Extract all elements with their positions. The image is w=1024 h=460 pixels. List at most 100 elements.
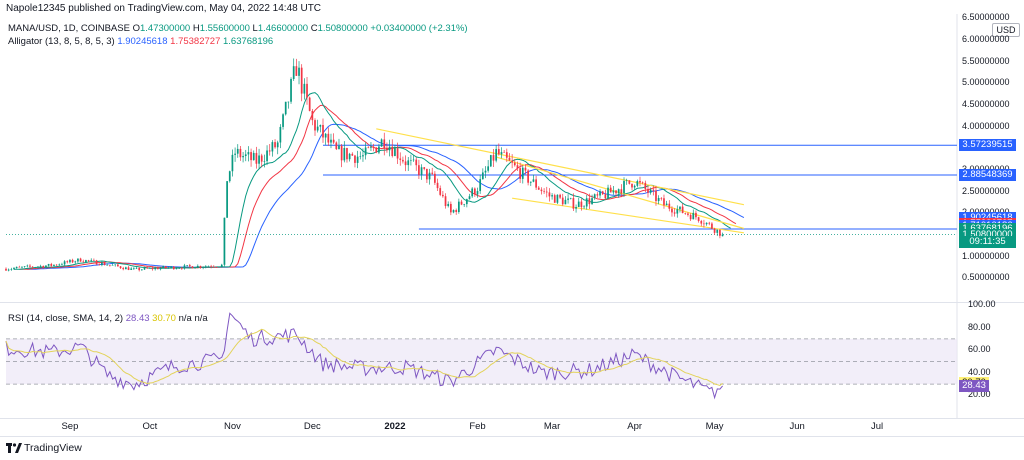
symbol-label[interactable]: MANA/USD, 1D, COINBASE — [8, 23, 130, 34]
rsi-sma-line — [5, 328, 723, 387]
candle-body — [372, 146, 375, 148]
candle-body — [63, 261, 66, 265]
candle-body — [378, 146, 380, 153]
candle-body — [223, 217, 226, 265]
candle-body — [716, 229, 719, 233]
time-tick-label: May — [705, 421, 724, 432]
candle-body — [207, 266, 210, 267]
close-value: 1.50800000 — [317, 23, 368, 34]
candle-body — [548, 192, 551, 197]
candle-body — [308, 97, 311, 111]
candle-body — [58, 264, 61, 266]
alligator-label[interactable]: Alligator (13, 8, 5, 8, 5, 3) — [8, 36, 115, 47]
candle-body — [503, 152, 506, 153]
candle-body — [271, 142, 274, 152]
candle-body — [114, 264, 117, 266]
candle-body — [186, 265, 189, 266]
candle-body — [338, 145, 340, 150]
candle-body — [287, 101, 290, 103]
candle-body — [127, 267, 130, 270]
candle-body — [370, 146, 372, 148]
trendline-3 — [512, 197, 744, 234]
candle-body — [644, 182, 647, 189]
rsi-tick-label: 20.00 — [968, 389, 991, 400]
candle-body — [647, 188, 649, 193]
candle-body — [31, 266, 34, 268]
rsi-value: 28.43 — [125, 313, 150, 324]
candle-body — [540, 189, 543, 192]
candle-body — [492, 155, 495, 161]
candle-body — [452, 210, 455, 213]
alligator-lips-line — [13, 92, 731, 270]
candle-body — [103, 262, 106, 266]
candle-body — [436, 182, 439, 189]
candle-body — [476, 191, 479, 195]
candle-body — [332, 139, 335, 143]
candle-body — [519, 168, 521, 179]
candle-body — [487, 166, 490, 171]
candle-body — [703, 223, 705, 225]
candle-body — [306, 83, 308, 98]
candle-body — [45, 265, 47, 268]
candle-body — [383, 139, 386, 149]
candle-body — [85, 260, 87, 263]
candle-body — [156, 267, 159, 270]
candle-body — [615, 190, 617, 194]
candle-body — [663, 198, 665, 206]
price-tick-label: 6.00000000 — [962, 34, 1010, 44]
candle-body — [330, 139, 332, 143]
price-tick-label: 0.50000000 — [962, 272, 1010, 283]
candle-body — [143, 267, 146, 270]
candle-body — [303, 83, 306, 94]
candle-body — [316, 126, 319, 131]
candle-body — [247, 152, 250, 155]
currency-badge[interactable]: USD — [992, 23, 1020, 37]
candle-body — [82, 261, 85, 263]
trendline-2 — [495, 156, 745, 230]
candle-body — [617, 189, 620, 194]
candle-body — [252, 152, 255, 161]
candle-body — [604, 194, 607, 199]
candle-body — [250, 152, 252, 161]
ohlc-legend: MANA/USD, 1D, COINBASE O1.47300000 H1.55… — [8, 23, 468, 35]
candle-body — [609, 187, 612, 193]
candle-body — [402, 159, 404, 162]
candle-body — [460, 201, 463, 205]
time-tick-label: Apr — [627, 421, 643, 432]
rsi-tag: 28.43 — [959, 379, 989, 392]
candle-body — [61, 264, 63, 265]
candle-body — [471, 188, 474, 197]
candle-body — [513, 162, 516, 166]
candle-body — [524, 167, 527, 171]
candle-body — [396, 148, 399, 159]
candle-body — [196, 265, 199, 268]
candle-body — [146, 267, 149, 269]
rsi-na-2: n/a — [194, 313, 208, 324]
candle-body — [242, 156, 244, 158]
candle-body — [489, 155, 492, 167]
price-tick-label: 4.50000000 — [962, 99, 1010, 109]
time-tick-label: Dec — [303, 421, 321, 432]
candle-body — [655, 190, 657, 202]
rsi-tick-label: 60.00 — [968, 344, 991, 355]
candle-body — [119, 266, 122, 269]
rsi-label[interactable]: RSI (14, close, SMA, 14, 2) — [8, 313, 124, 324]
candle-body — [420, 167, 423, 175]
candle-body — [508, 157, 511, 161]
candle-body — [74, 261, 77, 263]
candle-body — [386, 148, 388, 151]
candle-body — [111, 264, 114, 266]
candle-body — [348, 153, 351, 160]
candle-body — [657, 197, 660, 202]
candle-body — [340, 145, 343, 161]
candle-body — [625, 180, 628, 181]
candle-body — [404, 161, 407, 166]
candle-body — [583, 206, 585, 208]
candle-body — [465, 199, 468, 205]
candle-body — [191, 266, 194, 269]
candle-body — [212, 266, 215, 268]
candle-body — [300, 67, 303, 94]
candle-body — [607, 187, 609, 199]
alligator-jaw-line — [27, 123, 745, 270]
